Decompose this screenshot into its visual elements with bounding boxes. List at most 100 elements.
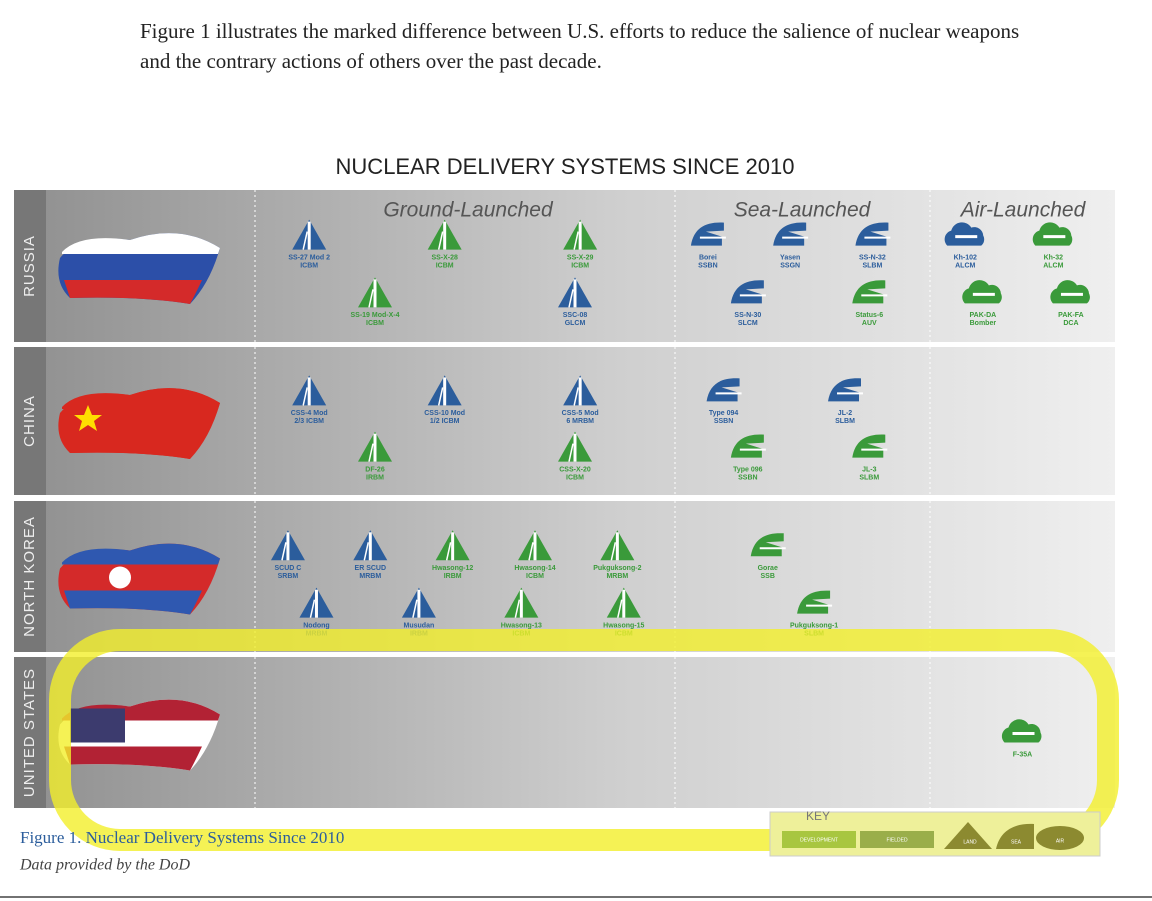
icon-stripe (617, 599, 623, 618)
system-type: SRBM (278, 573, 299, 580)
system-type: ALCM (955, 262, 975, 269)
sea-icon (730, 434, 764, 458)
row-label-band (14, 501, 46, 652)
air-icon (1032, 222, 1073, 246)
panel: RUSSIA SS-27 Mod 2ICBMSS-X-28ICBMSS-X-29I… (14, 190, 1115, 808)
system-name: Musudan (404, 623, 435, 630)
icon-stripe (437, 387, 444, 406)
map-band (64, 746, 202, 771)
icon-stripe (368, 443, 374, 462)
system-type: AUV (862, 320, 877, 327)
column-header: Air-Launched (959, 199, 1087, 222)
system-name: Hwasong-15 (603, 623, 644, 630)
system-name: CSS-10 Mod (424, 410, 465, 417)
system-type: 6 MRBM (566, 418, 594, 425)
intro-text: Figure 1 illustrates the marked differen… (140, 19, 1020, 73)
system-type: SSB (761, 573, 775, 580)
key: KEY DEVELOPMENT FIELDED LAND SEA AIR (769, 809, 1101, 857)
map-band (64, 590, 202, 615)
system-name: SSC-08 (563, 312, 588, 319)
system-name: JL-3 (862, 466, 877, 473)
row-label-band (14, 347, 46, 495)
system-name: Yasen (780, 254, 800, 261)
sea-icon (852, 280, 886, 304)
map-canton (70, 708, 125, 743)
sea-icon (750, 533, 784, 557)
system-name: PAK-DA (970, 312, 997, 319)
icon-stripe (302, 387, 308, 406)
country-label: UNITED STATES (21, 668, 38, 797)
system-name: F-35A (1013, 751, 1032, 758)
key-label: DEVELOPMENT (800, 837, 838, 843)
air-icon (1050, 280, 1090, 304)
key-icon (996, 823, 1034, 849)
system-name: Pukguksong-2 (593, 565, 641, 572)
icon-stripe (573, 387, 579, 406)
system-name: Borei (699, 254, 717, 261)
system: F-35A (1001, 719, 1042, 758)
sea-icon (706, 378, 740, 402)
icon-stripe (568, 289, 574, 308)
row-label-band (14, 190, 46, 342)
air-icon (944, 222, 985, 246)
system-name: Type 096 (733, 466, 763, 473)
map-star (74, 405, 102, 431)
map-band (64, 280, 202, 304)
icon-stripe (302, 231, 308, 250)
icon-stripe (368, 289, 374, 308)
system-name: SS-N-30 (734, 312, 761, 319)
figure-title: NUCLEAR DELIVERY SYSTEMS SINCE 2010 (336, 154, 795, 179)
map-band (62, 543, 220, 565)
system-type: 2/3 ICBM (294, 418, 324, 425)
system-type: ICBM (526, 573, 544, 580)
system-name: Hwasong-13 (501, 623, 542, 630)
sea-icon (828, 378, 861, 402)
caption-title: Figure 1. Nuclear Delivery Systems Since… (20, 828, 344, 847)
map-band (64, 435, 202, 459)
system-name: SCUD C (275, 565, 302, 572)
system-name: Gorae (758, 565, 778, 572)
country-row: RUSSIA SS-27 Mod 2ICBMSS-X-28ICBMSS-X-29I… (14, 190, 1115, 342)
system-type: IRBM (366, 474, 384, 481)
country-label: CHINA (21, 395, 38, 447)
system-name: Status-6 (855, 312, 883, 319)
system-type: MRBM (606, 573, 628, 580)
country-label: RUSSIA (21, 235, 38, 297)
highlight (49, 629, 1119, 851)
system-type: SLBM (859, 474, 879, 481)
system-name: SS-X-28 (431, 254, 458, 261)
system-type: 1/2 ICBM (430, 418, 460, 425)
system-name: Hwasong-14 (514, 565, 555, 572)
key-icon (1036, 826, 1084, 850)
map-emblem (109, 566, 131, 589)
system-type: ALCM (1043, 262, 1063, 269)
system-type: ICBM (571, 262, 589, 269)
system-type: MRBM (359, 573, 381, 580)
system-name: Nodong (303, 623, 329, 630)
system-name: CSS-5 Mod (562, 410, 599, 417)
key-swatch (782, 831, 856, 848)
system-name: DF-26 (365, 466, 385, 473)
icon-stripe (573, 231, 579, 250)
system-name: Kh-32 (1044, 254, 1064, 261)
icon-stripe (309, 599, 316, 618)
country-row: UNITED STATES F-35A (14, 657, 1115, 808)
